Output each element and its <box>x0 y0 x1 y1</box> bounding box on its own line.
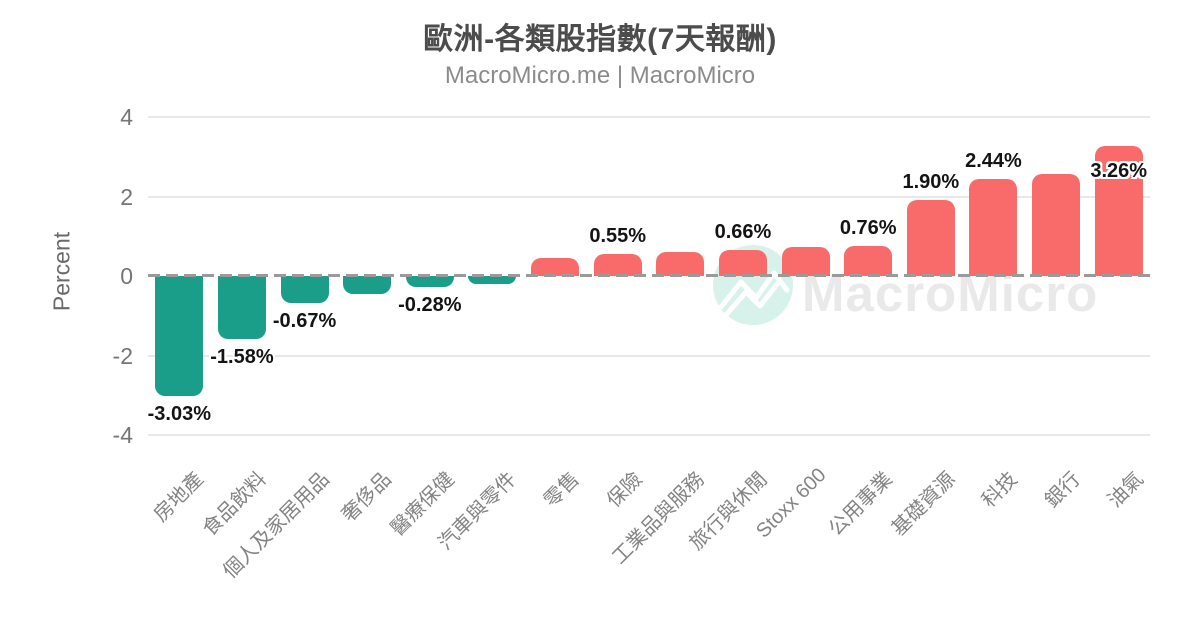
bar[interactable] <box>844 245 893 276</box>
bar[interactable] <box>781 247 830 276</box>
bar[interactable] <box>217 276 266 339</box>
value-label: -0.28% <box>398 294 462 317</box>
bar[interactable] <box>155 276 204 397</box>
y-tick-label: 0 <box>120 263 133 289</box>
bar[interactable] <box>906 200 955 276</box>
bar[interactable] <box>656 252 705 276</box>
gridline <box>148 195 1150 198</box>
y-tick-label: -2 <box>112 342 133 369</box>
bar[interactable] <box>718 249 767 276</box>
value-label: 2.44% <box>965 150 1022 172</box>
bar[interactable] <box>468 276 517 284</box>
gridline <box>148 116 1150 118</box>
value-label: 3.26% <box>1090 160 1148 183</box>
bar[interactable] <box>1032 174 1081 276</box>
gridline <box>148 354 1150 357</box>
bar[interactable] <box>593 254 642 276</box>
value-label: -0.67% <box>272 309 337 332</box>
bar[interactable] <box>969 179 1018 276</box>
zero-line <box>148 274 1150 277</box>
value-label: -1.58% <box>210 345 274 368</box>
y-tick-label: 4 <box>120 104 133 130</box>
bar[interactable] <box>531 258 580 276</box>
y-tick-label: 2 <box>120 183 133 210</box>
value-label: 1.90% <box>902 171 960 194</box>
chart-title: 歐洲-各類股指數(7天報酬) <box>423 23 777 56</box>
value-label: 0.66% <box>714 220 772 243</box>
gridline <box>148 434 1150 436</box>
bar[interactable] <box>343 276 392 294</box>
y-tick-label: -4 <box>112 422 133 448</box>
bar[interactable] <box>405 276 454 288</box>
value-label: 0.55% <box>589 225 647 248</box>
chart-subtitle: MacroMicro.me | MacroMicro <box>444 62 756 89</box>
value-label: -3.03% <box>147 403 211 426</box>
bar[interactable] <box>1094 146 1143 276</box>
value-label: 0.76% <box>839 216 897 239</box>
bar[interactable] <box>280 276 329 303</box>
